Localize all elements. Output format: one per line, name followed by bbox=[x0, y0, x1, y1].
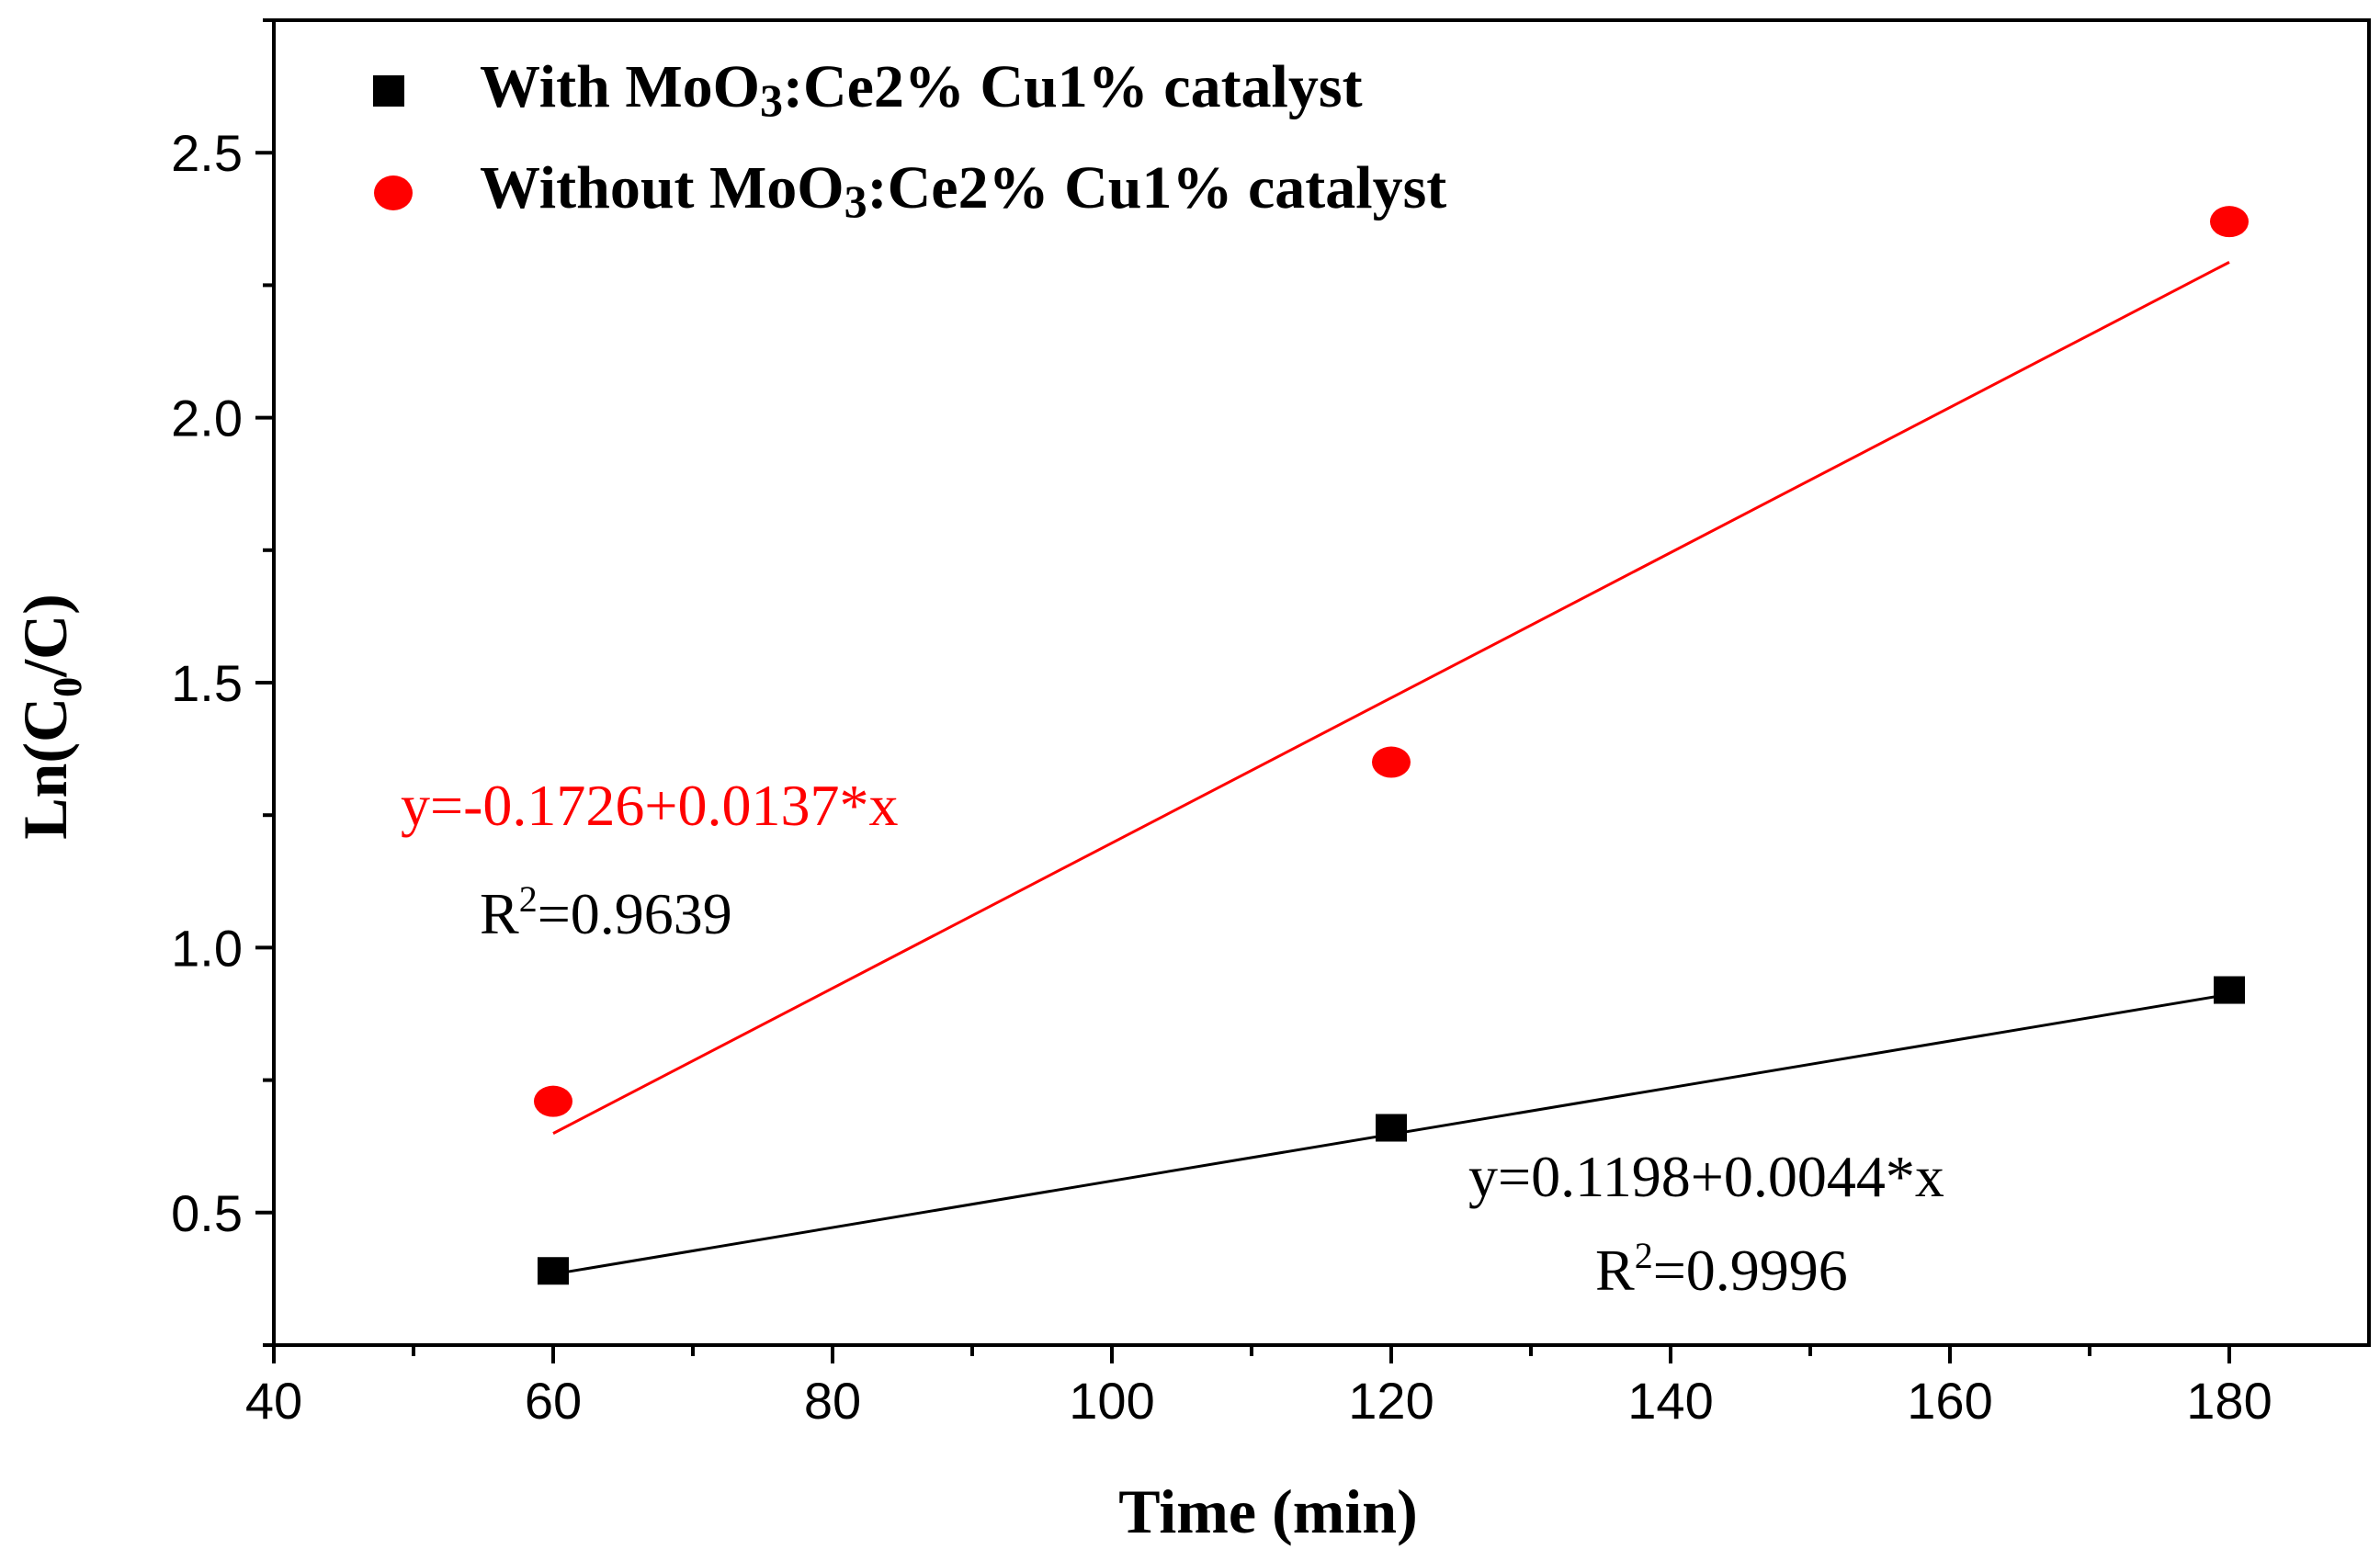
r2-without-post: =0.9639 bbox=[538, 881, 732, 946]
y-tick-label: 2.5 bbox=[171, 124, 243, 182]
x-tick-label: 40 bbox=[245, 1372, 302, 1430]
y-axis-title-subscript: 0 bbox=[45, 677, 90, 697]
legend: With MoO3:Ce2% Cu1% catalyst Without MoO… bbox=[373, 53, 1446, 227]
legend-marker-with-catalyst bbox=[373, 75, 404, 107]
x-axis-ticks: 40 60 80 100 120 140 160 180 bbox=[245, 1345, 2272, 1430]
x-tick-label: 120 bbox=[1348, 1372, 1434, 1430]
fit-line-series-1 bbox=[552, 261, 2230, 1135]
x-tick-label: 180 bbox=[2186, 1372, 2272, 1430]
point-series-0-2 bbox=[2214, 976, 2245, 1004]
r2-with-post: =0.9996 bbox=[1653, 1238, 1848, 1303]
r2-with-sup: 2 bbox=[1635, 1235, 1653, 1276]
point-series-1-2 bbox=[2210, 206, 2249, 238]
legend-label-with-post: :Ce2% Cu1% catalyst bbox=[783, 53, 1363, 120]
y-axis-title-group: Ln(C0/C) bbox=[10, 594, 90, 840]
r2-with-pre: R bbox=[1595, 1238, 1635, 1303]
y-axis-ticks: 0.5 1.0 1.5 2.0 2.5 bbox=[171, 18, 274, 1347]
y-axis-title-tail: /C) bbox=[10, 594, 80, 678]
y-tick-label: 0.5 bbox=[171, 1184, 243, 1242]
x-axis-title: Time (min) bbox=[1118, 1476, 1418, 1546]
x-tick-label: 60 bbox=[525, 1372, 582, 1430]
legend-label-with-catalyst: With MoO3:Ce2% Cu1% catalyst bbox=[480, 53, 1363, 126]
point-series-0-1 bbox=[1376, 1114, 1407, 1142]
data-points bbox=[534, 206, 2249, 1285]
legend-label-without-sub: 3 bbox=[844, 175, 867, 227]
legend-label-with-pre: With MoO bbox=[480, 53, 760, 120]
legend-label-with-sub: 3 bbox=[760, 74, 783, 126]
x-tick-label: 80 bbox=[804, 1372, 861, 1430]
equation-without-catalyst: y=-0.1726+0.0137*x bbox=[401, 773, 899, 838]
legend-label-without-catalyst: Without MoO3:Ce2% Cu1% catalyst bbox=[480, 154, 1446, 227]
r2-without-pre: R bbox=[480, 881, 519, 946]
y-axis-title: Ln(C0/C) bbox=[10, 594, 90, 840]
point-series-1-1 bbox=[1372, 746, 1411, 778]
y-tick-label: 2.0 bbox=[171, 390, 243, 447]
r2-without-sup: 2 bbox=[519, 878, 538, 920]
x-tick-label: 100 bbox=[1069, 1372, 1154, 1430]
point-series-0-0 bbox=[538, 1257, 569, 1285]
legend-label-without-pre: Without MoO bbox=[480, 154, 844, 221]
point-series-1-0 bbox=[534, 1085, 572, 1117]
legend-label-without-post: :Ce2% Cu1% catalyst bbox=[867, 154, 1447, 221]
y-axis-title-main: Ln(C bbox=[10, 697, 80, 840]
x-tick-label: 140 bbox=[1627, 1372, 1713, 1430]
x-tick-label: 160 bbox=[1907, 1372, 1992, 1430]
y-tick-label: 1.0 bbox=[171, 919, 243, 977]
y-tick-label: 1.5 bbox=[171, 654, 243, 712]
r2-without-catalyst: R2=0.9639 bbox=[480, 878, 732, 946]
legend-marker-without-catalyst bbox=[374, 175, 413, 210]
equation-with-catalyst: y=0.1198+0.0044*x bbox=[1468, 1144, 1944, 1209]
r2-with-catalyst: R2=0.9996 bbox=[1595, 1235, 1848, 1303]
